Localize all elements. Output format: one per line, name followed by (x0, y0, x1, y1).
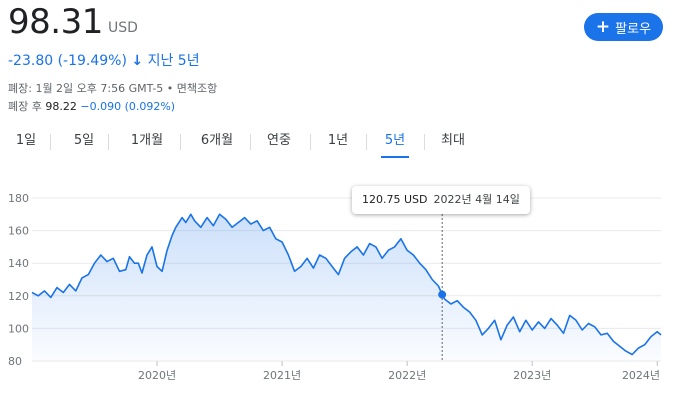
tab-5y[interactable]: 5년 (381, 128, 409, 158)
price-change: -23.80 (-19.49%) ↓ 지난 5년 (8, 50, 200, 70)
change-value: -23.80 (-19.49%) (8, 53, 127, 69)
tab-divider (250, 134, 251, 150)
close-meta: 폐장: 1월 2일 오후 7:56 GMT-5 • 면책조항 (8, 82, 218, 95)
price-area (32, 214, 661, 361)
follow-button[interactable]: + 팔로우 (584, 13, 663, 41)
tab-divider (108, 134, 109, 150)
hover-point (438, 290, 447, 299)
y-tick-label: 180 (8, 192, 29, 205)
tab-ytd[interactable]: 연중 (267, 133, 291, 148)
x-tick-label: 2022년 (388, 369, 426, 382)
tab-1d[interactable]: 1일 (15, 133, 37, 148)
change-period: 지난 5년 (147, 53, 200, 69)
tooltip-date: 2022년 4월 14일 (433, 193, 520, 206)
tab-divider (50, 134, 51, 150)
down-arrow-icon: ↓ (131, 53, 144, 69)
x-tick-label: 2024년 (622, 369, 660, 382)
tab-max[interactable]: 최대 (441, 133, 465, 148)
after-hours: 폐장 후 98.22 −0.090 (0.092%) (8, 98, 175, 114)
currency-label: USD (108, 20, 138, 36)
plus-icon: + (595, 16, 611, 37)
stock-price: 98.31 (8, 2, 103, 42)
tab-1m[interactable]: 1개월 (130, 133, 164, 148)
x-tick-label: 2020년 (138, 369, 176, 382)
after-hours-value: 98.22 (45, 100, 77, 113)
price-line (31, 213, 662, 356)
x-axis-ticks: 2020년 2021년 2022년 2023년 2024년 (138, 361, 660, 382)
y-tick-label: 120 (8, 290, 29, 303)
after-hours-label: 폐장 후 (8, 100, 42, 113)
tab-1y[interactable]: 1년 (327, 133, 349, 148)
x-tick-label: 2023년 (513, 369, 551, 382)
y-axis-ticks: 80 100 120 140 160 180 (8, 192, 29, 368)
tab-divider (310, 134, 311, 150)
tooltip-value: 120.75 USD (362, 193, 428, 206)
tab-5d[interactable]: 5일 (73, 133, 95, 148)
chart-tooltip: 120.75 USD 2022년 4월 14일 (352, 186, 530, 214)
y-tick-label: 80 (8, 355, 22, 368)
y-tick-label: 140 (8, 257, 29, 270)
tab-divider (424, 134, 425, 150)
follow-button-label: 팔로우 (615, 21, 652, 37)
y-tick-label: 160 (8, 225, 29, 238)
after-hours-change: −0.090 (0.092%) (80, 100, 176, 113)
tab-6m[interactable]: 6개월 (200, 133, 234, 148)
x-tick-label: 2021년 (263, 369, 301, 382)
tab-divider (366, 134, 367, 150)
tab-divider (180, 134, 181, 150)
y-tick-label: 100 (8, 322, 29, 335)
